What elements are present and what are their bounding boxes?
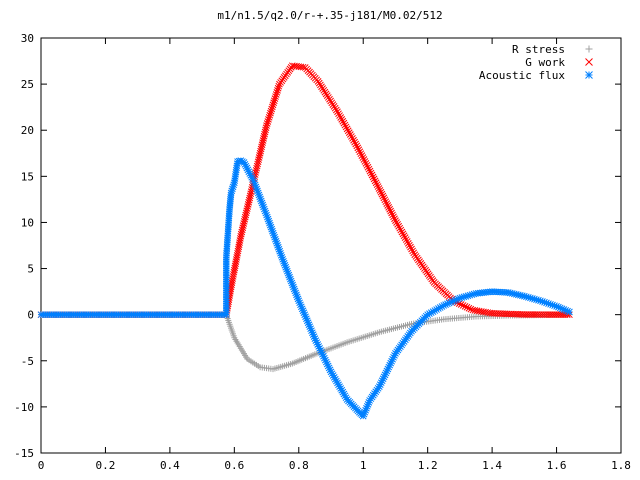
legend-label: R stress [512,43,565,56]
x-tick-label: 0.8 [289,459,309,472]
y-tick-label: 30 [21,32,34,45]
y-tick-label: -5 [21,355,34,368]
x-tick-label: 1.4 [482,459,502,472]
data-marks [37,62,573,420]
x-tick-label: 0.4 [160,459,180,472]
legend-label: Acoustic flux [479,69,565,82]
axis-ticks: 0 0.2 0.4 0.6 0.8 1 1.2 1.4 1.6 1.8 -15 -10 -5 0 5 10 15… [14,32,631,472]
legend-marker [585,71,593,79]
x-tick-label: 1.8 [611,459,631,472]
y-tick-label: 10 [21,216,34,229]
series-g-work [37,62,573,319]
series-acoustic-flux [37,157,573,420]
x-tick-label: 0.2 [96,459,116,472]
x-tick-label: 1.2 [418,459,438,472]
y-tick-label: 15 [21,170,34,183]
chart-title: m1/n1.5/q2.0/r-+.35-j181/M0.02/512 [217,9,442,22]
plot-frame [40,37,622,454]
x-tick-label: 0 [38,459,45,472]
y-tick-label: -10 [14,401,34,414]
y-tick-label: 0 [27,309,34,322]
y-tick-label: 5 [27,263,34,276]
legend-marker [585,45,593,53]
legend-marker [585,58,593,66]
y-tick-label: 25 [21,78,34,91]
y-tick-label: 20 [21,124,34,137]
legend-label: G work [525,56,565,69]
y-tick-label: -15 [14,447,34,460]
x-tick-label: 1.6 [547,459,567,472]
x-tick-label: 0.6 [224,459,244,472]
x-tick-label: 1 [360,459,367,472]
